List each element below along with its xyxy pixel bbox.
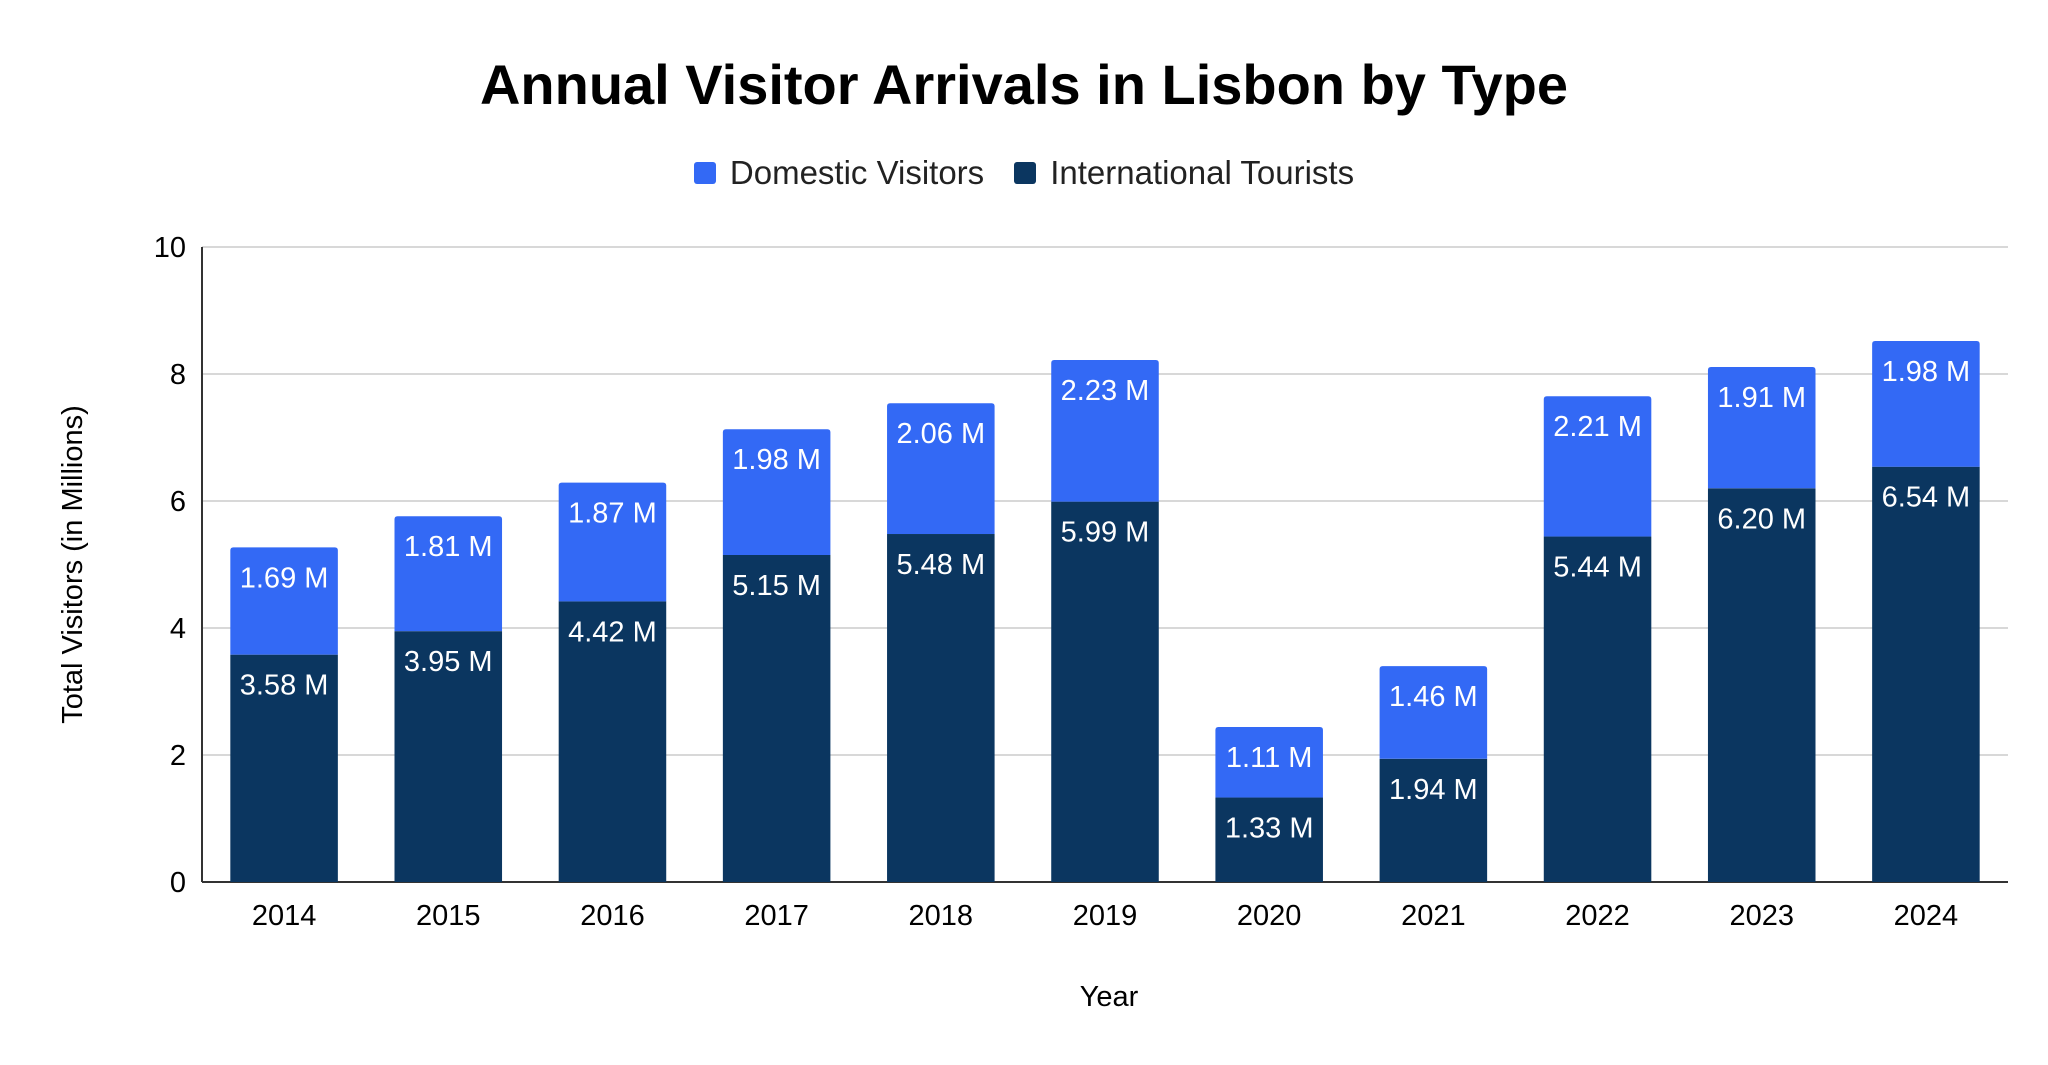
data-label-domestic: 1.91 M xyxy=(1717,382,1806,414)
x-tick-label: 2024 xyxy=(1894,900,1959,932)
bar-domestic-2023[interactable] xyxy=(1707,367,1816,489)
data-label-domestic: 1.69 M xyxy=(240,562,329,594)
bar-international-2017[interactable] xyxy=(722,554,831,882)
bar-international-2024[interactable] xyxy=(1872,466,1980,882)
x-tick-label: 2023 xyxy=(1729,900,1794,932)
y-tick-label: 8 xyxy=(170,359,186,391)
x-tick-label: 2015 xyxy=(416,900,481,932)
data-label-domestic: 1.98 M xyxy=(1882,356,1971,388)
bar-international-2022[interactable] xyxy=(1543,536,1652,882)
bar-international-2014[interactable] xyxy=(230,654,338,882)
bar-domestic-2019[interactable] xyxy=(1051,360,1159,502)
data-label-international: 5.48 M xyxy=(896,549,985,581)
bar-international-2016[interactable] xyxy=(558,601,667,882)
x-tick-label: 2020 xyxy=(1237,900,1302,932)
data-label-domestic: 1.87 M xyxy=(568,498,657,530)
data-label-international: 1.33 M xyxy=(1225,813,1314,845)
data-label-international: 5.44 M xyxy=(1553,552,1642,584)
legend-item-international[interactable]: International Tourists xyxy=(1014,154,1354,192)
chart-legend: Domestic Visitors International Tourists xyxy=(0,154,2048,192)
y-tick-label: 4 xyxy=(170,613,186,645)
bar-domestic-2018[interactable] xyxy=(887,403,995,535)
x-tick-label: 2014 xyxy=(252,900,317,932)
legend-swatch-international xyxy=(1014,162,1037,184)
legend-item-domestic[interactable]: Domestic Visitors xyxy=(693,154,985,192)
legend-label-domestic: Domestic Visitors xyxy=(729,154,985,191)
chart-title: Annual Visitor Arrivals in Lisbon by Typ… xyxy=(479,53,1569,116)
bar-international-2023[interactable] xyxy=(1707,488,1816,882)
bar-domestic-2022[interactable] xyxy=(1543,396,1652,537)
x-tick-label: 2016 xyxy=(580,900,645,932)
data-label-domestic: 1.81 M xyxy=(404,531,493,563)
y-tick-label: 10 xyxy=(154,232,186,264)
data-label-international: 6.54 M xyxy=(1882,482,1971,514)
data-label-domestic: 2.06 M xyxy=(896,418,985,450)
data-label-domestic: 1.98 M xyxy=(732,444,821,476)
bar-international-2020[interactable] xyxy=(1215,797,1323,882)
x-tick-label: 2017 xyxy=(744,900,809,932)
data-label-international: 5.99 M xyxy=(1061,517,1150,549)
legend-swatch-domestic xyxy=(693,162,716,184)
bar-domestic-2015[interactable] xyxy=(394,516,503,632)
data-label-international: 3.58 M xyxy=(240,670,329,702)
x-tick-label: 2019 xyxy=(1073,900,1138,932)
legend-label-international: International Tourists xyxy=(1050,154,1355,191)
x-tick-label: 2018 xyxy=(909,900,974,932)
y-tick-label: 6 xyxy=(170,486,186,518)
bar-international-2021[interactable] xyxy=(1379,758,1488,882)
bar-international-2018[interactable] xyxy=(887,534,995,882)
data-label-international: 5.15 M xyxy=(732,570,821,602)
bar-domestic-2014[interactable] xyxy=(230,547,338,655)
bar-domestic-2021[interactable] xyxy=(1379,666,1488,759)
data-label-international: 1.94 M xyxy=(1389,774,1478,806)
data-label-domestic: 2.23 M xyxy=(1061,375,1150,407)
bar-domestic-2020[interactable] xyxy=(1215,727,1323,798)
data-label-domestic: 1.11 M xyxy=(1226,742,1313,774)
x-tick-label: 2022 xyxy=(1565,900,1630,932)
bar-domestic-2024[interactable] xyxy=(1872,340,1980,467)
y-tick-label: 2 xyxy=(170,740,186,772)
data-label-international: 3.95 M xyxy=(404,646,493,678)
data-label-international: 6.20 M xyxy=(1717,503,1806,535)
x-tick-label: 2021 xyxy=(1401,900,1466,932)
bar-international-2019[interactable] xyxy=(1051,501,1159,882)
data-label-international: 4.42 M xyxy=(568,616,657,648)
bar-international-2015[interactable] xyxy=(394,631,503,882)
data-label-domestic: 2.21 M xyxy=(1553,411,1642,443)
y-tick-label: 0 xyxy=(170,867,186,899)
data-label-domestic: 1.46 M xyxy=(1389,681,1478,713)
x-axis-title: Year xyxy=(1080,981,1139,1013)
y-axis-title: Total Visitors (in Millions) xyxy=(57,405,89,724)
bar-domestic-2017[interactable] xyxy=(722,429,831,555)
bar-domestic-2016[interactable] xyxy=(558,482,667,602)
